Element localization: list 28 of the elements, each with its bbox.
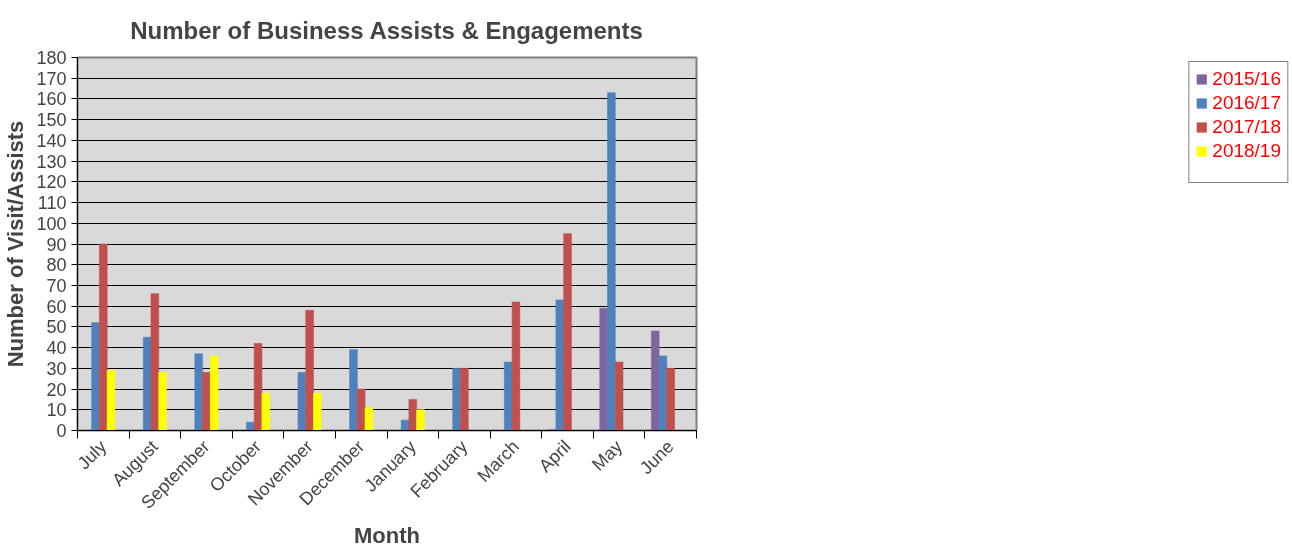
y-tick-label: 40: [46, 338, 67, 359]
legend-label: 2018/19: [1212, 140, 1281, 162]
y-tick-label: 110: [37, 193, 67, 214]
y-tick-label: 0: [56, 421, 67, 441]
y-tick-label: 80: [46, 255, 67, 276]
y-tick-label: 180: [36, 48, 67, 68]
y-tick-label: 30: [46, 358, 67, 379]
y-tick-label: 50: [46, 317, 67, 338]
y-axis-title: Number of Visit/Assists: [3, 120, 29, 368]
y-tick-label: 60: [46, 296, 67, 317]
y-tick-label: 130: [36, 151, 67, 172]
y-tick-label: 120: [36, 172, 67, 193]
y-tick-label: 90: [46, 234, 67, 255]
y-tick-label: 20: [46, 379, 67, 400]
legend-label: 2016/17: [1212, 92, 1281, 114]
x-tick-label: May: [588, 436, 627, 475]
x-tick-label: July: [73, 436, 111, 474]
y-tick-label: 170: [36, 68, 67, 89]
x-axis-title: Month: [354, 522, 420, 548]
y-tick-label: 150: [36, 110, 67, 131]
chart-title: Number of Business Assists & Engagements: [130, 16, 643, 44]
legend-label: 2015/16: [1212, 68, 1281, 90]
y-tick-label: 140: [36, 130, 67, 151]
y-tick-label: 100: [36, 213, 67, 234]
y-tick-label: 160: [36, 89, 67, 110]
y-tick-label: 10: [46, 400, 67, 421]
y-tick-label: 70: [46, 275, 67, 296]
legend-label: 2017/18: [1212, 116, 1281, 138]
